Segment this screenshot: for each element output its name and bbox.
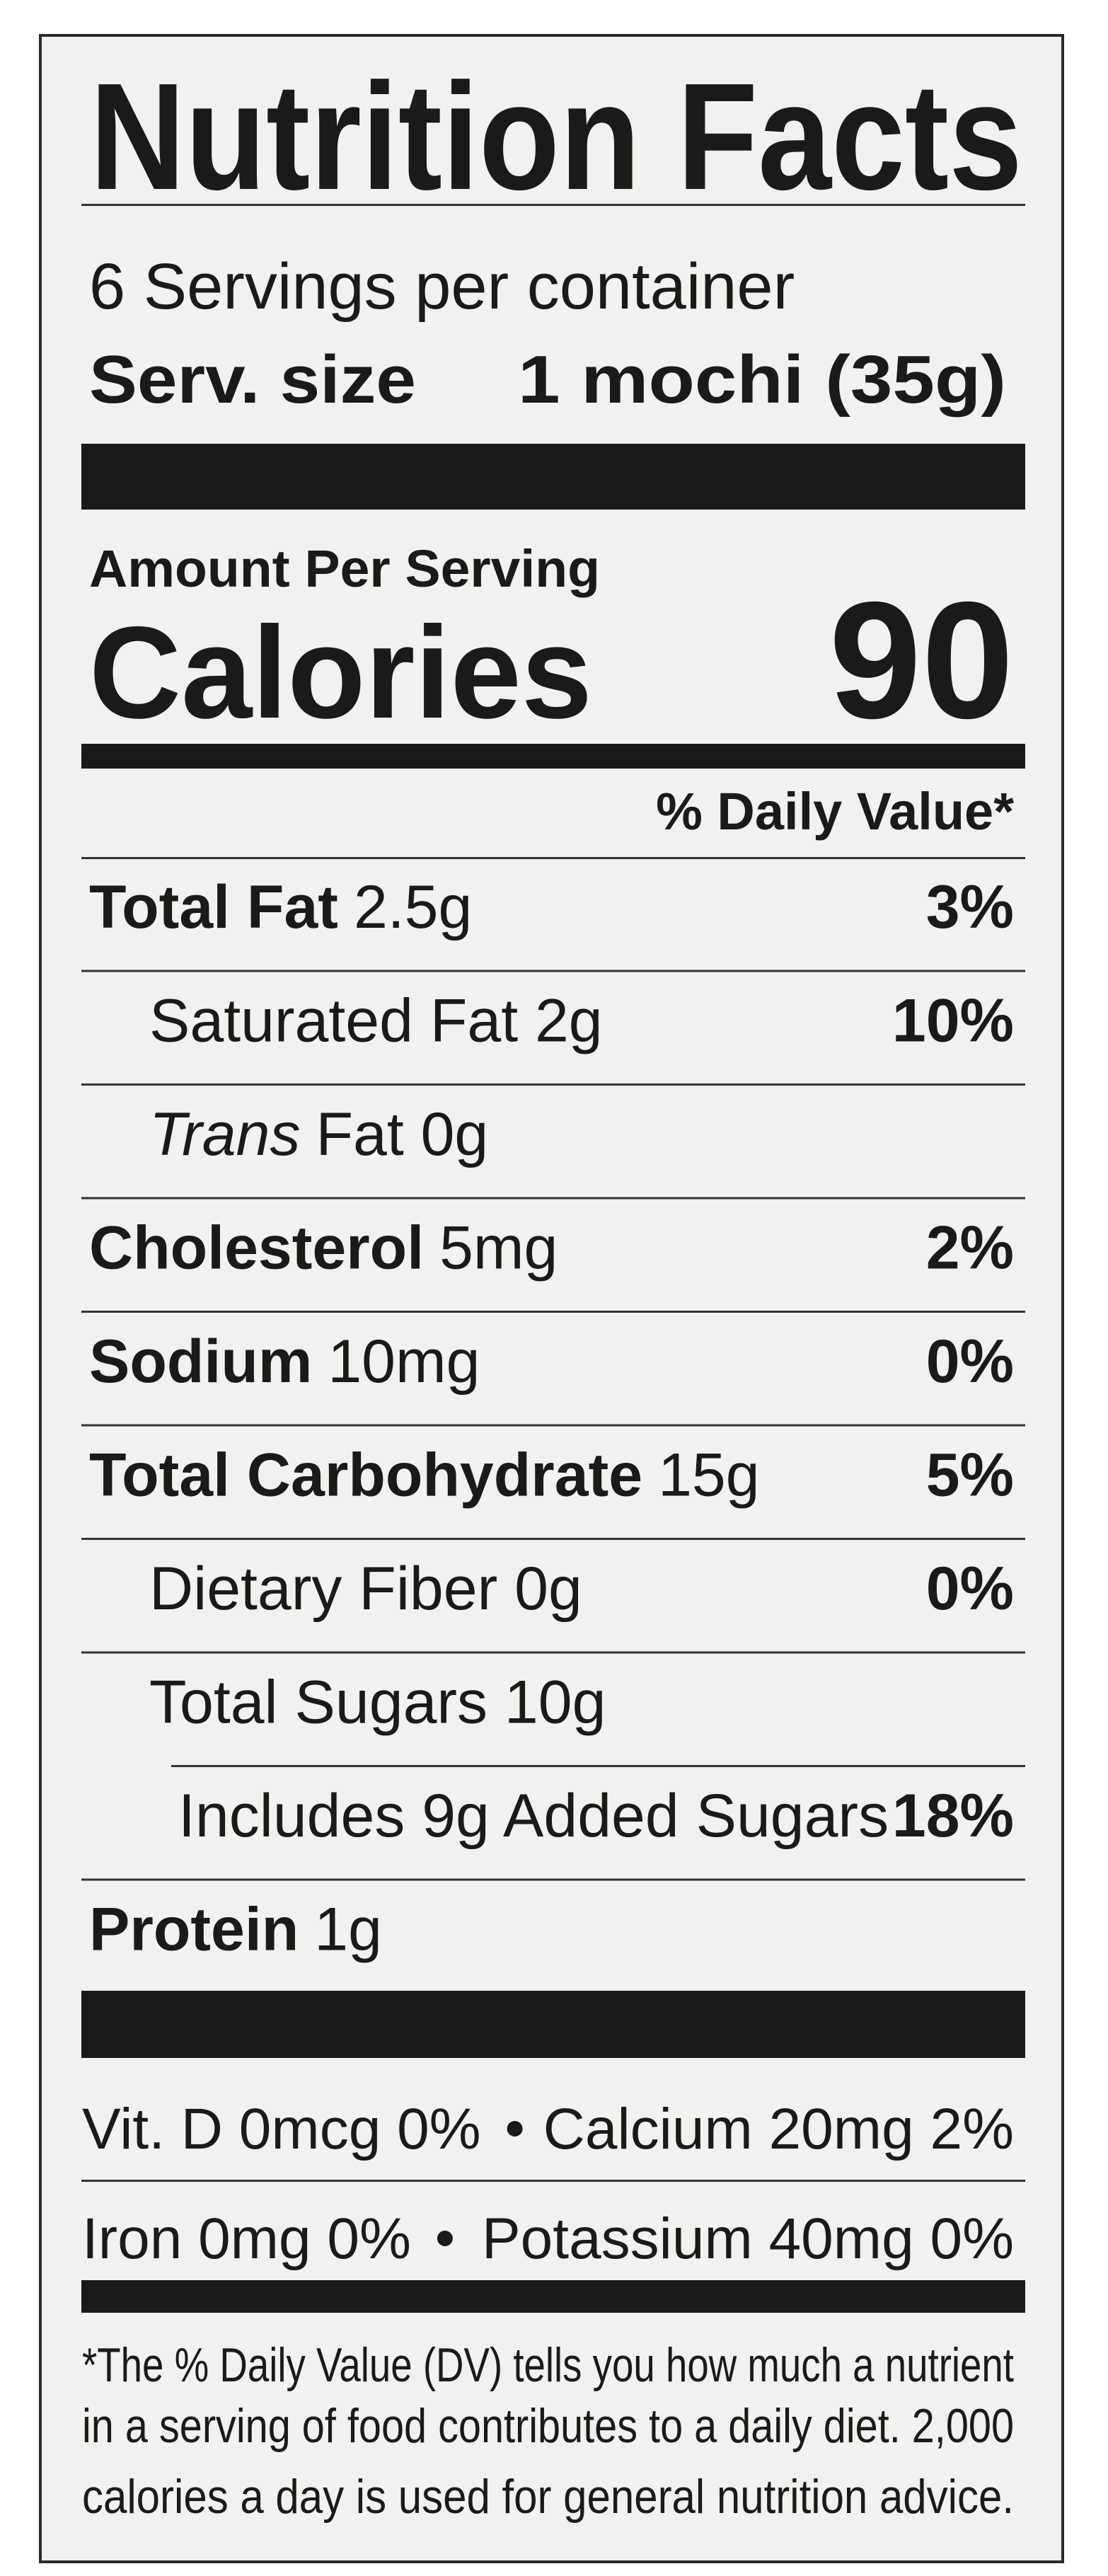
medium-bar (81, 2280, 1025, 2313)
divider (81, 1197, 1025, 1200)
footnote-line: calories a day is used for general nutri… (82, 2470, 1014, 2524)
nutrient-row: Cholesterol 5mg (89, 1214, 558, 1282)
divider (81, 1878, 1025, 1881)
calories-label: Calories (89, 600, 592, 746)
nutrient-row: Trans Fat 0g (149, 1100, 488, 1168)
divider (81, 1083, 1025, 1086)
daily-value: 2% (926, 1214, 1014, 1282)
footnote-line: in a serving of food contributes to a da… (82, 2399, 1014, 2453)
nutrient-row: Saturated Fat 2g (149, 987, 603, 1055)
nutrient-row: Sodium 10mg (89, 1328, 480, 1396)
daily-value: 3% (926, 873, 1014, 941)
medium-bar (81, 744, 1025, 769)
nutrient-name: Total Sugars 10g (149, 1669, 606, 1737)
nutrient-name: Total Carbohydrate (89, 1442, 642, 1510)
daily-value: 5% (926, 1442, 1014, 1510)
divider (81, 1311, 1025, 1313)
bullet (507, 2121, 523, 2137)
vitamin-left: Iron 0mg 0% (82, 2207, 411, 2271)
nutrient-row: Total Fat 2.5g (89, 873, 472, 941)
daily-value: 0% (926, 1555, 1014, 1623)
nutrient-name: Saturated Fat 2g (149, 987, 603, 1055)
nutrient-row: Includes 9g Added Sugars (178, 1782, 889, 1850)
nutrient-name: Dietary Fiber 0g (149, 1555, 582, 1623)
divider (81, 2180, 1025, 2182)
nutrient-amount: 2.5g (354, 873, 472, 941)
nutrient-row: Dietary Fiber 0g (149, 1555, 582, 1623)
thick-bar (81, 444, 1025, 510)
nutrient-name: Total Fat (89, 873, 338, 941)
nutrient-row: Total Sugars 10g (149, 1669, 606, 1737)
daily-value-header: % Daily Value* (656, 782, 1014, 841)
calories-value: 90 (829, 567, 1014, 753)
nutrient-row: Protein 1g (89, 1896, 382, 1964)
divider (81, 204, 1025, 206)
bullet (437, 2231, 453, 2246)
daily-value: 10% (892, 987, 1014, 1055)
divider (81, 1538, 1025, 1540)
title: Nutrition Facts (90, 51, 1022, 222)
divider (81, 1651, 1025, 1654)
amount-per-serving: Amount Per Serving (89, 539, 600, 598)
nutrient-amount: 1g (314, 1896, 382, 1964)
divider (81, 857, 1025, 859)
divider (171, 1765, 1025, 1767)
nutrient-name: Sodium (89, 1328, 312, 1396)
vitamin-right: Potassium 40mg 0% (482, 2207, 1014, 2271)
serving-size-label: Serv. size (89, 342, 416, 418)
serving-size-value: 1 mochi (35g) (518, 342, 1006, 418)
daily-value: 18% (892, 1782, 1014, 1850)
nutrient-name: Cholesterol (89, 1214, 424, 1282)
vitamin-right: Calcium 20mg 2% (543, 2097, 1014, 2161)
nutrient-name: Includes 9g Added Sugars (178, 1782, 889, 1850)
daily-value: 0% (926, 1328, 1014, 1396)
divider (81, 970, 1025, 972)
thick-bar (81, 1991, 1025, 2058)
nutrient-row: Total Carbohydrate 15g (89, 1442, 760, 1510)
servings: 6 Servings per container (89, 251, 795, 323)
nutrient-amount: 15g (658, 1442, 760, 1510)
nutrient-amount: 10mg (328, 1328, 480, 1396)
footnote-line: *The % Daily Value (DV) tells you how mu… (82, 2338, 1014, 2392)
vitamin-left: Vit. D 0mcg 0% (82, 2097, 481, 2161)
nutrient-name: Trans (149, 1100, 300, 1168)
divider (81, 1424, 1025, 1427)
nutrient-name: Protein (89, 1896, 299, 1964)
nutrient-amount: Fat 0g (316, 1100, 488, 1168)
nutrient-amount: 5mg (439, 1214, 558, 1282)
